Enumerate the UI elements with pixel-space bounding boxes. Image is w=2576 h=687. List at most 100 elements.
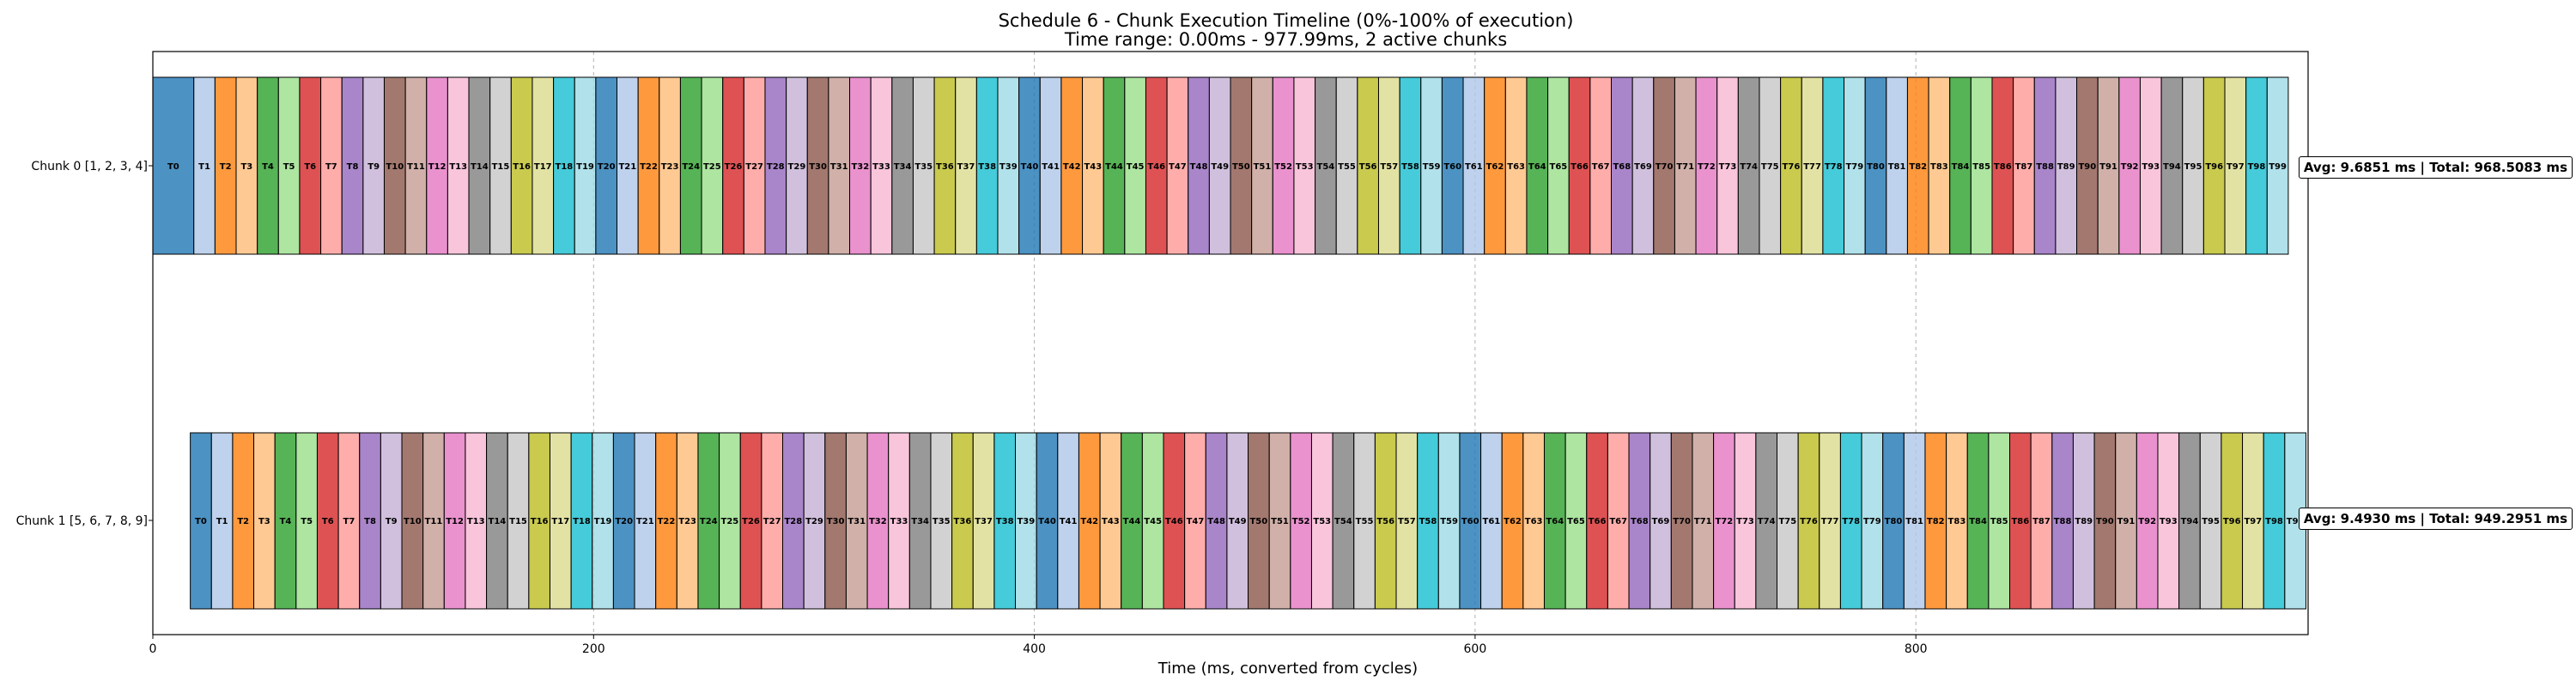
task-label: T72 — [1698, 162, 1716, 172]
task-bar — [676, 432, 699, 610]
x-tick-label: 400 — [1023, 642, 1046, 656]
task-label: T90 — [2078, 162, 2096, 172]
task-bar — [1949, 76, 1971, 255]
task-label: T27 — [763, 517, 781, 526]
task-bar — [383, 76, 406, 255]
task-bar — [2136, 432, 2159, 610]
task-label: T89 — [2057, 162, 2075, 172]
task-label: T18 — [556, 162, 574, 172]
task-bar — [719, 432, 741, 610]
task-bar — [570, 432, 593, 610]
task-label: T50 — [1232, 162, 1250, 172]
task-label: T37 — [975, 517, 993, 526]
task-bar — [320, 76, 343, 255]
task-label: T2 — [237, 517, 249, 526]
task-bar — [1121, 432, 1143, 610]
task-label: T83 — [1930, 162, 1948, 172]
task-bar — [1886, 76, 1908, 255]
task-bar — [1649, 432, 1672, 610]
task-bar — [1737, 76, 1760, 255]
task-label: T78 — [1842, 517, 1860, 526]
task-label: T58 — [1419, 517, 1437, 526]
task-bar — [1103, 76, 1126, 255]
task-bar — [1991, 76, 2014, 255]
task-bar — [1060, 76, 1084, 255]
task-label: T69 — [1634, 162, 1652, 172]
task-bar — [592, 432, 614, 610]
task-bar — [152, 76, 195, 255]
task-label: T57 — [1398, 517, 1416, 526]
task-label: T33 — [890, 517, 908, 526]
task-label: T75 — [1761, 162, 1779, 172]
task-label: T70 — [1656, 162, 1674, 172]
task-bar — [2115, 432, 2137, 610]
task-label: T28 — [767, 162, 785, 172]
x-tick-label: 0 — [149, 642, 157, 656]
task-label: T19 — [594, 517, 612, 526]
task-label: T15 — [509, 517, 527, 526]
chart-subtitle: Time range: 0.00ms - 977.99ms, 2 active … — [1064, 29, 1508, 50]
task-label: T87 — [2032, 517, 2050, 526]
task-label: T72 — [1716, 517, 1734, 526]
task-label: T9 — [386, 517, 398, 526]
task-label: T40 — [1021, 162, 1039, 172]
task-bar — [1377, 76, 1400, 255]
task-label: T43 — [1102, 517, 1120, 526]
task-bar — [468, 76, 491, 255]
task-bar — [1504, 76, 1528, 255]
task-label: T82 — [1909, 162, 1927, 172]
task-bar — [1166, 76, 1189, 255]
task-bar — [2202, 76, 2226, 255]
task-label: T1 — [198, 162, 210, 172]
task-bar — [401, 432, 424, 610]
task-bar — [955, 76, 977, 255]
task-bar — [299, 76, 322, 255]
task-bar — [845, 432, 868, 610]
task-bar — [2097, 76, 2120, 255]
task-label: T63 — [1525, 517, 1543, 526]
task-bar — [2224, 76, 2247, 255]
task-bar — [337, 432, 361, 610]
task-label: T5 — [301, 517, 313, 526]
task-label: T66 — [1571, 162, 1589, 172]
task-label: T95 — [2202, 517, 2220, 526]
task-label: T74 — [1758, 517, 1776, 526]
task-label: T6 — [304, 162, 316, 172]
task-bar — [295, 432, 318, 610]
task-label: T23 — [678, 517, 696, 526]
task-label: T35 — [914, 162, 933, 172]
task-bar — [489, 76, 512, 255]
task-label: T53 — [1313, 517, 1331, 526]
task-bar — [1459, 432, 1482, 610]
task-label: T67 — [1592, 162, 1610, 172]
task-bar — [2221, 432, 2244, 610]
task-label: T76 — [1800, 517, 1818, 526]
chunk-1-summary: Avg: 9.4930 ms | Total: 949.2951 ms — [2298, 508, 2573, 530]
task-label: T45 — [1144, 517, 1162, 526]
task-label: T86 — [1994, 162, 2012, 172]
task-bar — [930, 432, 953, 610]
task-label: T67 — [1609, 517, 1627, 526]
task-label: T93 — [2142, 162, 2160, 172]
task-label: T62 — [1504, 517, 1522, 526]
task-bar — [1861, 432, 1884, 610]
x-tick-label: 800 — [1905, 642, 1928, 656]
task-bar — [1797, 432, 1820, 610]
task-bar — [257, 76, 279, 255]
task-bar — [1946, 432, 1968, 610]
task-label: T14 — [489, 517, 507, 526]
task-label: T88 — [2036, 162, 2054, 172]
task-label: T20 — [598, 162, 616, 172]
task-label: T71 — [1694, 517, 1712, 526]
task-label: T77 — [1803, 162, 1821, 172]
task-bar — [235, 76, 258, 255]
task-label: T47 — [1169, 162, 1187, 172]
task-label: T54 — [1334, 517, 1352, 526]
task-label: T74 — [1740, 162, 1758, 172]
task-label: T83 — [1948, 517, 1966, 526]
task-label: T97 — [2244, 517, 2262, 526]
task-label: T69 — [1652, 517, 1670, 526]
task-label: T88 — [2054, 517, 2072, 526]
task-bar — [866, 432, 890, 610]
